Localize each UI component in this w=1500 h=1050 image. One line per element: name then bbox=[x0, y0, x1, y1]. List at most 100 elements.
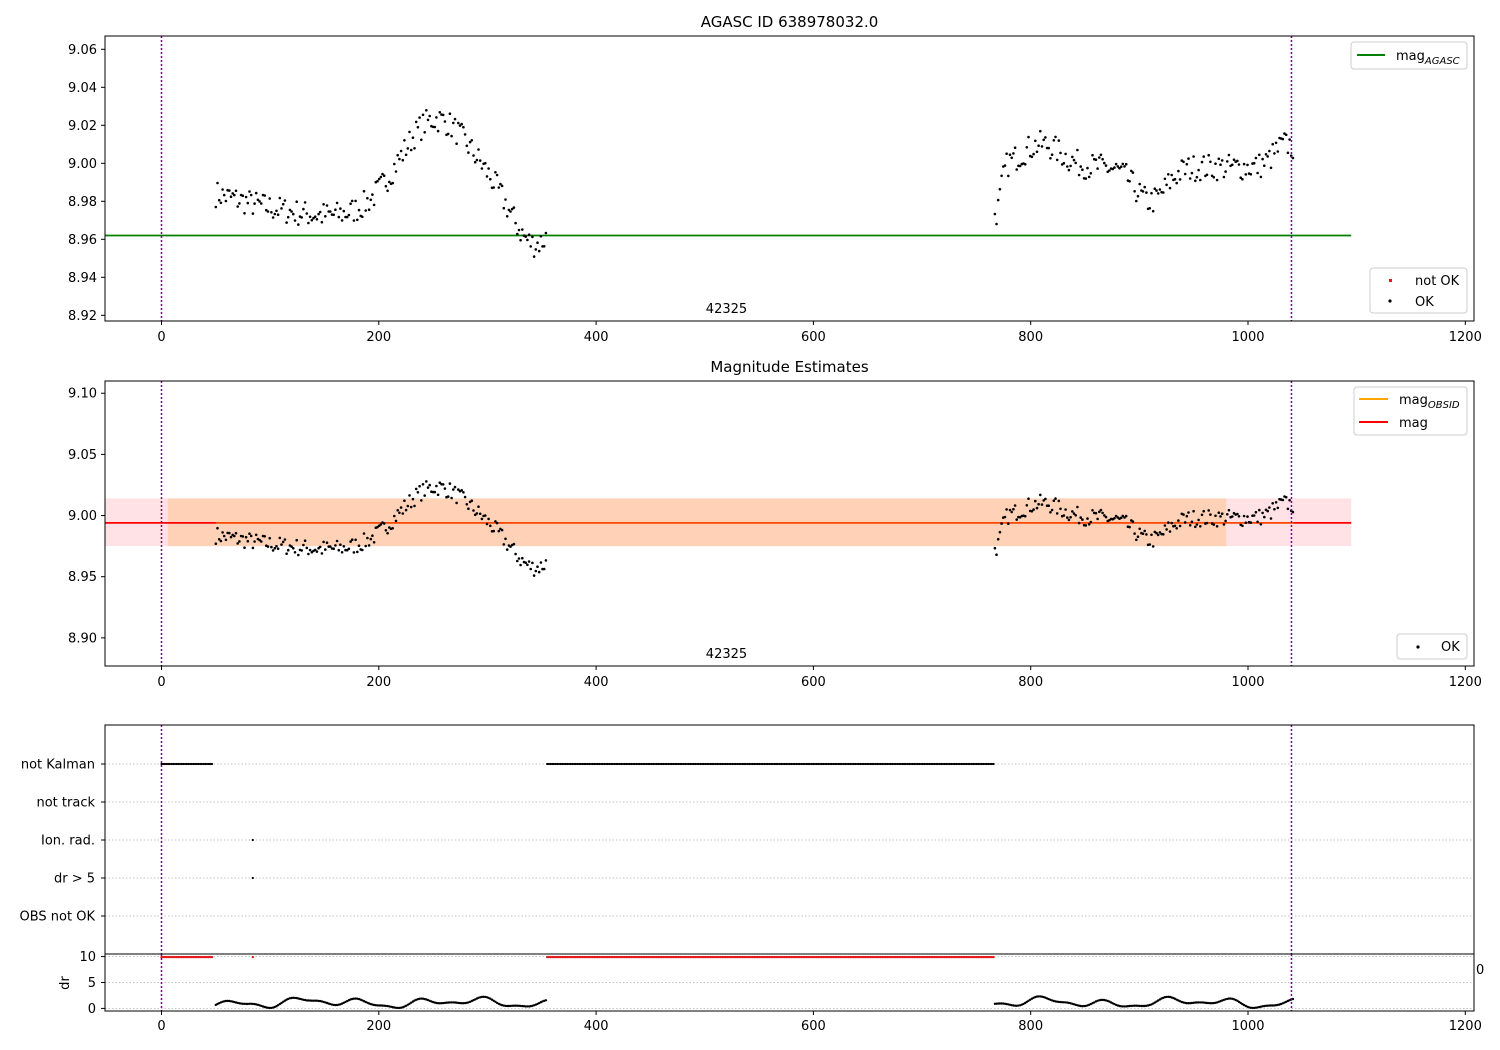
flag-point bbox=[734, 762, 737, 766]
flag-point bbox=[800, 762, 803, 766]
data-point bbox=[253, 540, 256, 543]
data-point bbox=[352, 219, 356, 222]
data-point bbox=[214, 542, 218, 545]
dr-clipped-point bbox=[759, 955, 763, 959]
dr-point bbox=[1131, 1004, 1135, 1007]
data-point bbox=[382, 522, 386, 525]
flag-point bbox=[657, 762, 660, 766]
flag-point bbox=[857, 762, 860, 766]
y-tick-label: 9.06 bbox=[68, 43, 97, 58]
dr-clipped-point bbox=[822, 955, 825, 959]
data-point bbox=[1239, 176, 1242, 179]
flag-point bbox=[635, 762, 638, 766]
dr-point bbox=[226, 999, 229, 1003]
dr-clipped-point bbox=[205, 955, 209, 959]
data-point bbox=[509, 210, 512, 213]
dr-clipped-point bbox=[923, 955, 926, 959]
flag-label: dr > 5 bbox=[54, 872, 95, 887]
dr-clipped-point bbox=[727, 955, 731, 959]
flag-point bbox=[591, 762, 594, 766]
data-point bbox=[1215, 525, 1219, 528]
flag-point bbox=[933, 762, 936, 766]
data-point bbox=[379, 523, 383, 526]
data-point bbox=[217, 538, 221, 541]
dr-clipped-point bbox=[940, 955, 943, 959]
dr-clipped-point bbox=[832, 955, 835, 959]
dr-clipped-point bbox=[650, 955, 653, 959]
data-point bbox=[1284, 133, 1288, 137]
data-point bbox=[305, 546, 309, 550]
flag-point bbox=[200, 762, 203, 766]
data-point bbox=[519, 563, 522, 567]
flag-point bbox=[626, 762, 630, 766]
data-point bbox=[1268, 149, 1271, 153]
data-point bbox=[280, 207, 283, 210]
data-point bbox=[361, 548, 364, 552]
dr-clipped-point bbox=[194, 955, 197, 959]
data-point bbox=[270, 211, 273, 214]
data-point bbox=[1098, 510, 1101, 514]
dr-clipped-point bbox=[571, 955, 574, 959]
data-point bbox=[1099, 153, 1103, 157]
dr-clipped-point bbox=[798, 955, 801, 959]
data-point bbox=[1202, 509, 1205, 513]
data-point bbox=[453, 117, 457, 121]
flag-point bbox=[958, 762, 961, 766]
flag-point bbox=[830, 762, 833, 766]
x-tick-label: 200 bbox=[366, 1019, 391, 1034]
flag-point bbox=[630, 762, 633, 766]
data-point bbox=[1118, 166, 1121, 170]
dr-point bbox=[282, 1000, 285, 1003]
flag-point bbox=[761, 762, 764, 766]
data-point bbox=[1199, 525, 1202, 528]
flag-point bbox=[847, 762, 850, 766]
flag-point bbox=[251, 838, 254, 842]
flag-point bbox=[170, 762, 173, 766]
dr-point bbox=[506, 1004, 509, 1008]
dr-clipped-point bbox=[589, 955, 593, 959]
data-point bbox=[423, 494, 427, 497]
dr-clipped-point bbox=[675, 955, 679, 959]
data-point bbox=[495, 521, 499, 525]
flag-point bbox=[790, 762, 793, 766]
flag-point bbox=[854, 762, 857, 766]
data-point bbox=[286, 548, 290, 552]
data-point bbox=[1268, 506, 1271, 509]
dr-clipped-point bbox=[591, 955, 594, 959]
data-point bbox=[425, 109, 428, 112]
data-point bbox=[349, 540, 352, 543]
flag-point bbox=[869, 762, 872, 766]
dr-clipped-point bbox=[988, 955, 992, 959]
x-tick-label: 0 bbox=[157, 1019, 165, 1034]
data-point bbox=[300, 216, 304, 219]
flag-point bbox=[615, 762, 618, 766]
data-point bbox=[224, 538, 228, 542]
dr-clipped-point bbox=[825, 955, 828, 959]
data-point bbox=[315, 550, 319, 553]
data-point bbox=[1195, 175, 1199, 179]
dr-clipped-point bbox=[835, 955, 839, 959]
data-point bbox=[462, 125, 465, 129]
dr-clipped-point bbox=[603, 955, 606, 959]
dr-clipped-point bbox=[687, 955, 690, 959]
dr-clipped-point bbox=[562, 955, 566, 959]
data-point bbox=[394, 519, 398, 523]
flag-point bbox=[711, 762, 714, 766]
data-point bbox=[1222, 523, 1226, 526]
data-point bbox=[489, 177, 492, 181]
data-point bbox=[337, 215, 341, 219]
flag-point bbox=[187, 762, 190, 766]
flag-point bbox=[989, 762, 992, 766]
data-point bbox=[1027, 135, 1030, 139]
dr-clipped-point bbox=[751, 955, 754, 959]
data-point bbox=[1062, 161, 1066, 165]
data-point bbox=[1261, 157, 1264, 161]
dr-point bbox=[997, 1002, 1000, 1005]
data-point bbox=[1013, 146, 1017, 149]
dr-point bbox=[460, 1002, 463, 1005]
dr-clipped-point bbox=[674, 955, 677, 959]
flag-point bbox=[185, 762, 188, 766]
data-point bbox=[1167, 521, 1170, 524]
dr-clipped-point bbox=[183, 955, 187, 959]
data-point bbox=[1224, 519, 1227, 523]
